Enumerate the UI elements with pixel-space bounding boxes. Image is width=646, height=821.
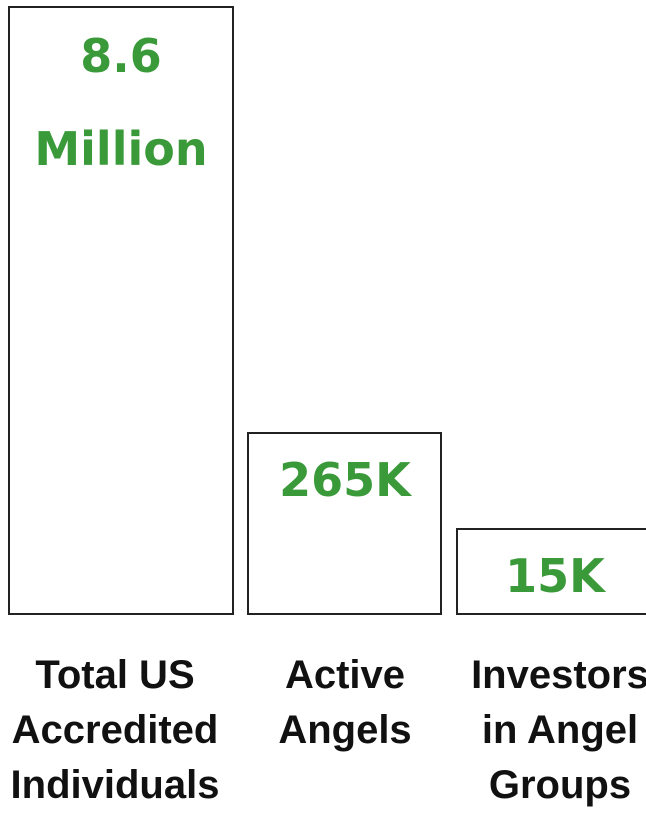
box-label: Individuals bbox=[11, 763, 220, 807]
box-label: Groups bbox=[489, 763, 631, 807]
box bbox=[8, 6, 234, 615]
box bbox=[247, 432, 442, 615]
box-label: Active bbox=[285, 653, 405, 697]
value-label: 15K bbox=[505, 549, 607, 603]
box-label: Angels bbox=[278, 708, 411, 752]
box-label: Investors bbox=[471, 653, 646, 697]
box-label: Accredited bbox=[12, 708, 219, 752]
value-label: 8.6 bbox=[80, 29, 162, 83]
box-label: Total US bbox=[35, 653, 194, 697]
value-label: 265K bbox=[279, 453, 413, 507]
box bbox=[456, 528, 646, 615]
box-label: in Angel bbox=[482, 708, 638, 752]
value-label: Million bbox=[34, 122, 207, 176]
